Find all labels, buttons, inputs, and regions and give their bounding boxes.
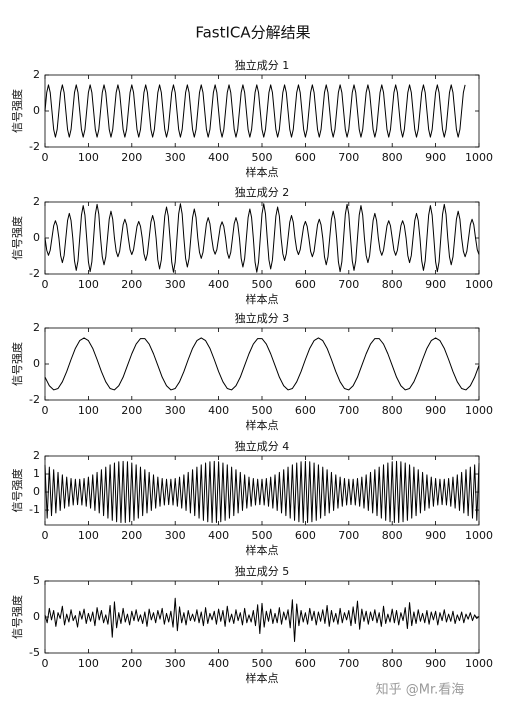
- x-tick-label: 200: [121, 278, 142, 291]
- x-tick-label: 500: [252, 404, 273, 417]
- x-tick-label: 600: [295, 529, 316, 542]
- x-tick-label: 100: [78, 151, 99, 164]
- y-tick-label: 2: [33, 321, 40, 334]
- x-tick-label: 400: [208, 529, 229, 542]
- x-tick-label: 700: [338, 278, 359, 291]
- watermark: 知乎 @Mr.看海: [376, 682, 465, 698]
- x-tick-label: 0: [42, 151, 49, 164]
- x-tick-label: 400: [208, 151, 229, 164]
- y-axis-label: 信号强度: [10, 595, 24, 639]
- y-tick-label: 0: [33, 357, 40, 370]
- x-tick-label: 800: [382, 278, 403, 291]
- x-tick-label: 100: [78, 404, 99, 417]
- x-tick-label: 100: [78, 278, 99, 291]
- x-tick-label: 900: [425, 278, 446, 291]
- x-tick-label: 600: [295, 657, 316, 670]
- signal-line: [44, 460, 480, 523]
- y-tick-label: 2: [33, 68, 40, 81]
- axes-title: 独立成分 1: [235, 58, 290, 72]
- x-axis-label: 样本点: [246, 292, 279, 306]
- signal-line: [44, 337, 480, 391]
- x-tick-label: 300: [165, 657, 186, 670]
- x-tick-label: 200: [121, 657, 142, 670]
- x-tick-label: 600: [295, 151, 316, 164]
- y-axis-label: 信号强度: [10, 469, 24, 513]
- signal-line: [44, 203, 480, 273]
- axes-title: 独立成分 5: [235, 564, 290, 578]
- x-tick-label: 1000: [465, 529, 493, 542]
- x-axis-label: 样本点: [246, 165, 279, 179]
- axes-title: 独立成分 4: [235, 439, 290, 453]
- x-tick-label: 700: [338, 657, 359, 670]
- y-axis-label: 信号强度: [10, 89, 24, 133]
- x-axis-label: 样本点: [246, 671, 279, 685]
- y-tick-label: 0: [33, 485, 40, 498]
- x-tick-label: 300: [165, 278, 186, 291]
- y-tick-label: 0: [33, 231, 40, 244]
- x-tick-label: 300: [165, 529, 186, 542]
- y-axis-label: 信号强度: [10, 342, 24, 386]
- x-axis-label: 样本点: [246, 418, 279, 432]
- y-tick-label: -1: [29, 503, 40, 516]
- x-tick-label: 700: [338, 151, 359, 164]
- x-tick-label: 900: [425, 404, 446, 417]
- axes-background: [45, 328, 479, 400]
- x-tick-label: 1000: [465, 151, 493, 164]
- x-tick-label: 100: [78, 529, 99, 542]
- y-tick-label: -2: [29, 267, 40, 280]
- x-tick-label: 200: [121, 404, 142, 417]
- signal-line: [44, 597, 480, 642]
- x-tick-label: 500: [252, 278, 273, 291]
- y-tick-label: -2: [29, 140, 40, 153]
- x-tick-label: 0: [42, 657, 49, 670]
- x-tick-label: 700: [338, 529, 359, 542]
- x-tick-label: 400: [208, 404, 229, 417]
- y-tick-label: 0: [33, 610, 40, 623]
- x-tick-label: 500: [252, 657, 273, 670]
- y-tick-label: -5: [29, 646, 40, 659]
- figure-title: FastICA分解结果: [195, 24, 310, 42]
- y-axis-label: 信号强度: [10, 216, 24, 260]
- y-tick-label: -2: [29, 393, 40, 406]
- x-tick-label: 200: [121, 151, 142, 164]
- axes-background: [45, 75, 479, 147]
- x-tick-label: 800: [382, 404, 403, 417]
- signal-line: [44, 84, 466, 138]
- x-tick-label: 1000: [465, 278, 493, 291]
- x-tick-label: 300: [165, 404, 186, 417]
- y-tick-label: 5: [33, 574, 40, 587]
- x-tick-label: 100: [78, 657, 99, 670]
- x-tick-label: 800: [382, 151, 403, 164]
- x-tick-label: 0: [42, 529, 49, 542]
- x-tick-label: 1000: [465, 404, 493, 417]
- x-tick-label: 200: [121, 529, 142, 542]
- x-tick-label: 400: [208, 278, 229, 291]
- x-axis-label: 样本点: [246, 543, 279, 557]
- y-tick-label: 0: [33, 104, 40, 117]
- x-tick-label: 400: [208, 657, 229, 670]
- x-tick-label: 0: [42, 278, 49, 291]
- x-tick-label: 0: [42, 404, 49, 417]
- axes-background: [45, 581, 479, 653]
- x-tick-label: 300: [165, 151, 186, 164]
- y-tick-label: 2: [33, 449, 40, 462]
- axes-title: 独立成分 2: [235, 185, 290, 199]
- x-tick-label: 1000: [465, 657, 493, 670]
- x-tick-label: 900: [425, 151, 446, 164]
- x-tick-label: 800: [382, 529, 403, 542]
- x-tick-label: 900: [425, 657, 446, 670]
- x-tick-label: 600: [295, 404, 316, 417]
- x-tick-label: 900: [425, 529, 446, 542]
- y-tick-label: 2: [33, 195, 40, 208]
- x-tick-label: 700: [338, 404, 359, 417]
- x-tick-label: 800: [382, 657, 403, 670]
- x-tick-label: 500: [252, 529, 273, 542]
- y-tick-label: 1: [33, 467, 40, 480]
- axes-title: 独立成分 3: [235, 311, 290, 325]
- x-tick-label: 600: [295, 278, 316, 291]
- x-tick-label: 500: [252, 151, 273, 164]
